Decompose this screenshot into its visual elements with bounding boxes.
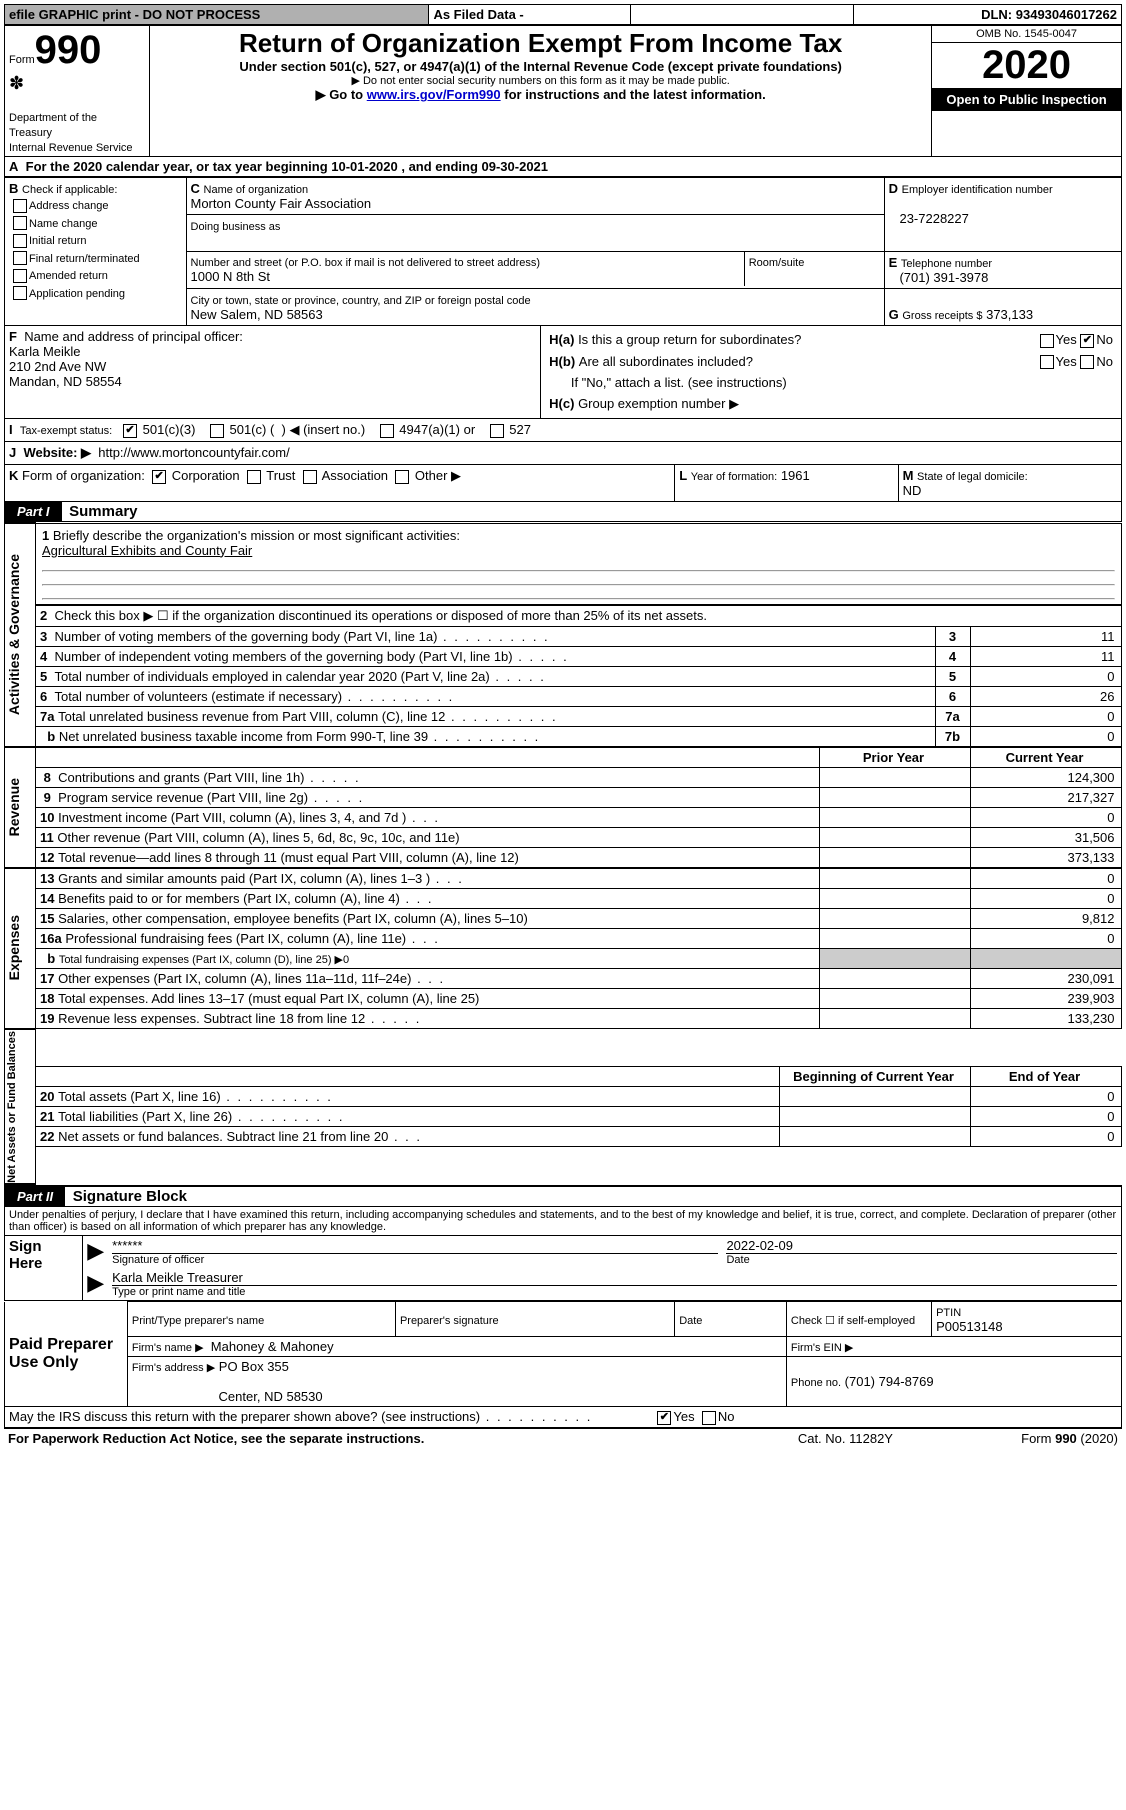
ein: 23-7228227 [899, 211, 968, 226]
side-na: Net Assets or Fund Balances [6, 1031, 18, 1183]
g-label: Gross receipts $ [902, 310, 982, 322]
side-exp: Expenses [6, 915, 22, 980]
sig-date: 2022-02-09 [726, 1238, 1117, 1254]
irs-link[interactable]: www.irs.gov/Form990 [367, 87, 501, 102]
c-name-label: Name of organization [204, 184, 309, 196]
ha-text: Is this a group return for subordinates? [578, 332, 801, 347]
as-filed: As Filed Data - [429, 5, 630, 25]
form-word: Form [9, 54, 35, 66]
officer-addr1: 210 2nd Ave NW [9, 359, 106, 374]
footer: For Paperwork Reduction Act Notice, see … [4, 1428, 1122, 1448]
sign-here-block: Sign Here ▶ ****** Signature of officer … [4, 1236, 1122, 1301]
year-formation: 1961 [781, 468, 810, 483]
sign-here-label: Sign Here [5, 1236, 83, 1301]
side-ag: Activities & Governance [6, 554, 22, 715]
open-to-public: Open to Public Inspection [932, 88, 1121, 111]
paid-preparer-block: Paid Preparer Use Only Print/Type prepar… [4, 1301, 1122, 1407]
officer-sig-name: Karla Meikle Treasurer [112, 1270, 1117, 1286]
e-label: Telephone number [901, 258, 992, 270]
signature: ****** [112, 1238, 718, 1254]
officer-addr2: Mandan, ND 58554 [9, 374, 122, 389]
line-i: I Tax-exempt status: ✔ 501(c)(3) 501(c) … [4, 419, 1122, 442]
website: http://www.mortoncountyfair.com/ [98, 445, 289, 460]
f-label: Name and address of principal officer: [24, 329, 243, 344]
form-ref: Form 990 (2020) [937, 1429, 1122, 1449]
firm-name: Mahoney & Mahoney [211, 1339, 334, 1354]
tax-year: 2020 [932, 43, 1121, 88]
declaration: Under penalties of perjury, I declare th… [4, 1207, 1122, 1236]
line-j: J Website: ▶ http://www.mortoncountyfair… [4, 442, 1122, 465]
omb: OMB No. 1545-0047 [932, 26, 1121, 43]
paid-preparer-label: Paid Preparer Use Only [5, 1302, 128, 1407]
addr-label: Number and street (or P.O. box if mail i… [191, 257, 541, 269]
part2-label: Part II [5, 1187, 65, 1206]
hc-text: Group exemption number ▶ [578, 396, 739, 411]
form-header: Form990 ✽ Department of theTreasuryInter… [4, 25, 1122, 157]
domicile: ND [903, 483, 922, 498]
line-a: A For the 2020 calendar year, or tax yea… [4, 157, 1122, 177]
cat-no: Cat. No. 11282Y [754, 1429, 936, 1449]
q1: Briefly describe the organization's miss… [53, 528, 460, 543]
subtitle-3: ▶ Go to www.irs.gov/Form990 for instruct… [154, 87, 927, 103]
part1-body: Activities & Governance 1 Briefly descri… [4, 522, 1122, 1185]
form-title: Return of Organization Exempt From Incom… [154, 28, 927, 59]
city-label: City or town, state or province, country… [191, 295, 531, 307]
pra-notice: For Paperwork Reduction Act Notice, see … [4, 1429, 754, 1449]
hb-text: Are all subordinates included? [579, 354, 753, 369]
h-note: If "No," attach a list. (see instruction… [571, 375, 787, 390]
subtitle-2: ▶ Do not enter social security numbers o… [154, 74, 927, 87]
q1-answer: Agricultural Exhibits and County Fair [42, 543, 252, 558]
subtitle-1: Under section 501(c), 527, or 4947(a)(1)… [154, 59, 927, 74]
side-rev: Revenue [6, 778, 22, 836]
q2: Check this box ▶ ☐ if the organization d… [54, 608, 707, 623]
top-strip: efile GRAPHIC print - DO NOT PROCESS As … [4, 4, 1122, 25]
dln: DLN: 93493046017262 [853, 5, 1121, 25]
b-label: Check if applicable: [22, 184, 117, 196]
dept-treasury: Department of theTreasuryInternal Revenu… [9, 112, 133, 154]
discuss-line: May the IRS discuss this return with the… [4, 1407, 1122, 1428]
firm-addr2: Center, ND 58530 [219, 1389, 323, 1404]
section-bcdeg: B Check if applicable: Address change Na… [4, 177, 1122, 326]
efile-banner: efile GRAPHIC print - DO NOT PROCESS [5, 5, 429, 25]
section-klm: K Form of organization: ✔ Corporation Tr… [4, 465, 1122, 502]
city: New Salem, ND 58563 [191, 307, 323, 322]
street: 1000 N 8th St [191, 269, 271, 284]
d-label: Employer identification number [902, 184, 1053, 196]
form-number: 990 [35, 28, 102, 72]
part1-label: Part I [5, 502, 62, 521]
officer-name: Karla Meikle [9, 344, 81, 359]
part2-title: Signature Block [73, 1188, 187, 1205]
firm-phone: (701) 794-8769 [845, 1374, 934, 1389]
gross-receipts: 373,133 [986, 307, 1033, 322]
org-name: Morton County Fair Association [191, 196, 372, 211]
phone: (701) 391-3978 [899, 270, 988, 285]
section-fh: F Name and address of principal officer:… [4, 326, 1122, 419]
dba-label: Doing business as [191, 221, 281, 233]
room-label: Room/suite [749, 257, 805, 269]
part1-title: Summary [69, 503, 137, 520]
ptin: P00513148 [936, 1319, 1003, 1334]
firm-addr1: PO Box 355 [219, 1359, 289, 1374]
